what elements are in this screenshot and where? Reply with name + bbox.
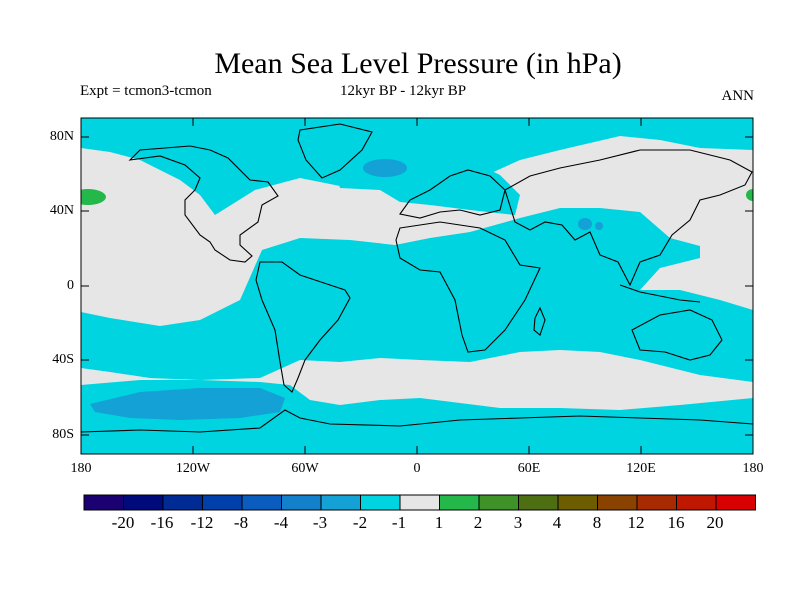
colorbar-box [281,494,322,511]
colorbar-label: 3 [513,513,523,532]
colorbar-box [320,494,361,511]
colorbar-label: 20 [706,513,724,532]
map-field [81,118,753,454]
amundsen-sea-low-area [90,388,285,420]
colorbar-box [557,494,598,511]
y-tick-label: 80S [52,427,74,442]
coastlines [81,123,753,433]
colorbar-label: -3 [312,513,328,532]
y-ticks [81,136,753,436]
x-tick-label: 180 [742,461,764,476]
colorbar-label: -1 [391,513,407,532]
colorbar-label: 12 [627,513,645,532]
x-tick-label: 120E [626,461,656,476]
colorbar-box [123,494,164,511]
colorbar-box [676,494,717,511]
colorbar-label: -4 [273,513,289,532]
madagascar-coast [533,306,546,336]
colorbar-label: 8 [592,513,602,532]
colorbar-box [162,494,203,511]
asia-coast [504,149,753,287]
colorbar-box [399,494,440,511]
nordic-sea-low-area [363,159,407,177]
colorbar-box [360,494,401,511]
x-ticks [80,118,754,454]
colorbar-box [636,494,677,511]
y-tick-label: 0 [67,278,74,293]
colorbar-label: -12 [190,513,214,532]
greenland-coast [297,123,373,179]
colorbar [83,494,756,511]
x-tick-label: 60E [517,461,541,476]
experiment-label: Expt = tcmon3-tcmon [80,83,212,99]
colorbar-box [518,494,559,511]
colorbar-box [83,494,124,511]
west-pacific-negative-area [560,290,753,368]
australia-coast [631,309,723,361]
colorbar-label: 1 [434,513,444,532]
africa-coast [395,221,541,353]
y-tick-label: 40S [52,352,74,367]
arabian-low-area-2 [595,222,603,230]
period-label: 12kyr BP - 12kyr BP [340,83,467,99]
north-pacific-positive-area [81,189,106,205]
colorbar-label: -16 [150,513,174,532]
y-tick-label: 40N [49,203,74,218]
colorbar-label: 4 [552,513,562,532]
y-tick-label: 80N [49,129,74,144]
x-tick-label: 0 [413,461,421,476]
east-pacific-positive-area [746,189,753,201]
map-title: Mean Sea Level Pressure (in hPa) [214,47,622,80]
colorbar-box [715,494,756,511]
north-america-coast [128,145,279,263]
x-tick-label: 120W [175,461,211,476]
colorbar-label: -8 [233,513,249,532]
colorbar-box [439,494,480,511]
arabian-low-area [578,218,592,230]
colorbar-box [597,494,638,511]
colorbar-box [478,494,519,511]
x-tick-label: 60W [291,461,319,476]
colorbar-label: -2 [352,513,368,532]
antarctica-coast [81,409,753,433]
south-america-coast [255,261,351,393]
colorbar-box [202,494,243,511]
colorbar-label: 16 [667,513,685,532]
season-label: ANN [721,88,755,104]
indonesia-coast [619,284,701,303]
colorbar-label: 2 [473,513,483,532]
x-tick-label: 180 [70,461,92,476]
colorbar-box [241,494,282,511]
tropical-negative-belt [81,208,753,382]
colorbar-label: -20 [111,513,135,532]
